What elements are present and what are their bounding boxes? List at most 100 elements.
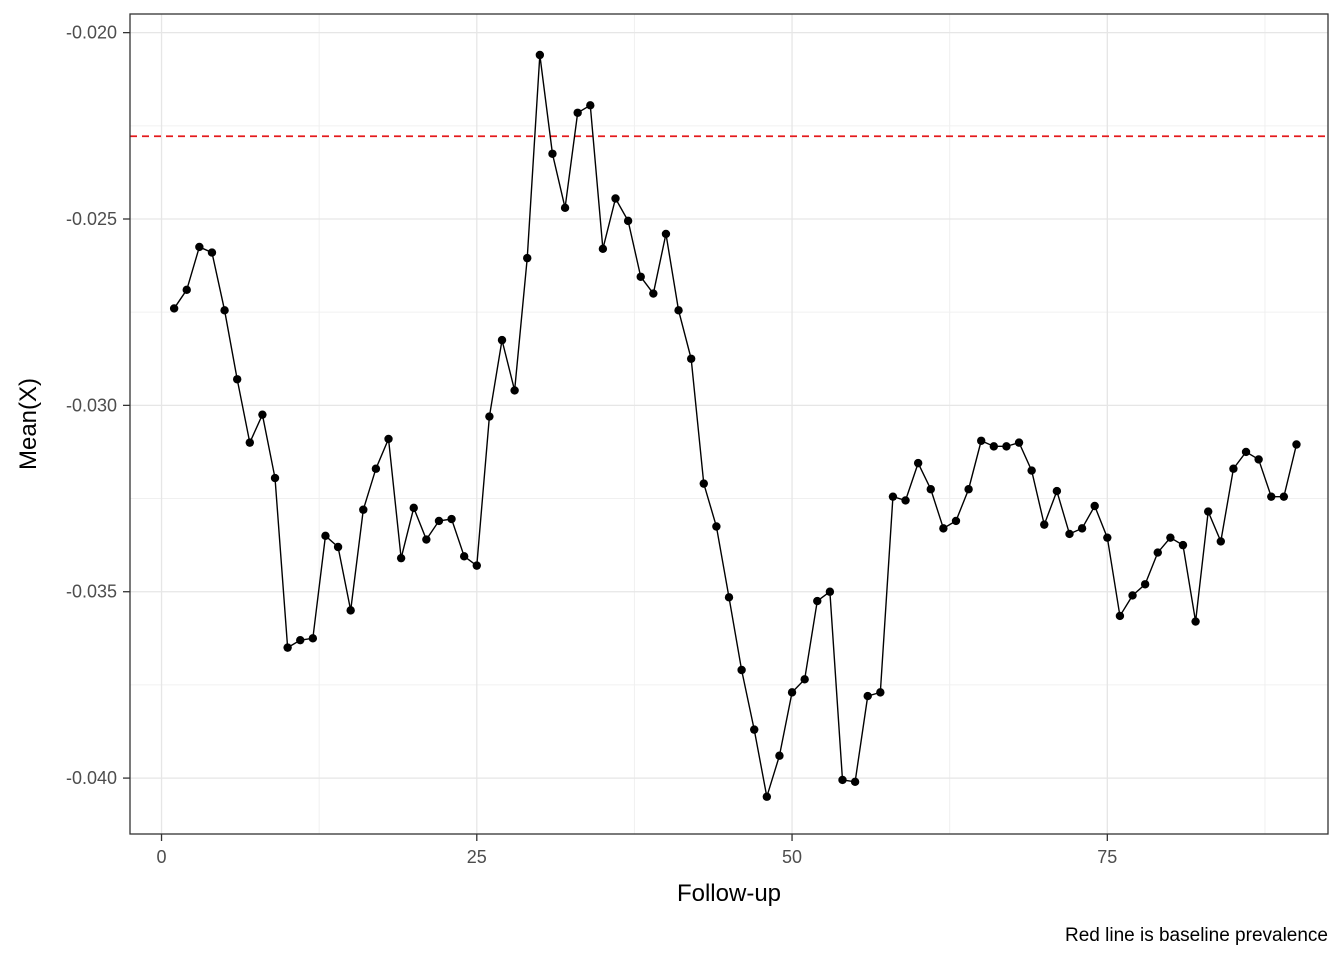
- data-point: [1267, 492, 1276, 501]
- data-point: [1014, 438, 1024, 447]
- data-point: [598, 244, 608, 254]
- data-point: [1077, 524, 1087, 533]
- data-point: [649, 289, 658, 298]
- data-point: [913, 458, 923, 468]
- data-point: [308, 634, 318, 643]
- data-point: [220, 306, 229, 315]
- data-point: [232, 375, 242, 384]
- data-point: [396, 553, 406, 563]
- data-point: [825, 587, 835, 596]
- data-point: [296, 635, 305, 645]
- data-point: [434, 516, 444, 526]
- data-point: [850, 777, 860, 787]
- series-layer: [169, 50, 1301, 801]
- data-point: [876, 688, 885, 697]
- data-point: [283, 643, 292, 652]
- data-point: [775, 751, 784, 760]
- data-point: [523, 253, 532, 263]
- data-point: [497, 335, 507, 345]
- data-point: [472, 561, 481, 570]
- data-point: [346, 606, 355, 615]
- data-point: [800, 675, 809, 684]
- data-point: [422, 535, 431, 544]
- data-point: [548, 149, 557, 158]
- data-point: [459, 552, 469, 561]
- data-point: [964, 485, 973, 494]
- data-point: [510, 386, 519, 395]
- data-point: [1027, 466, 1036, 475]
- data-point: [207, 248, 217, 257]
- data-point: [787, 688, 797, 697]
- data-point: [1065, 529, 1074, 539]
- data-point: [1178, 540, 1188, 550]
- y-tick-label: -0.040: [66, 768, 117, 788]
- data-point: [611, 194, 620, 203]
- data-point: [586, 101, 595, 110]
- data-point: [1292, 440, 1301, 449]
- data-point: [321, 531, 330, 541]
- data-point: [270, 473, 280, 483]
- data-point: [1166, 533, 1175, 542]
- x-tick-label: 75: [1097, 847, 1117, 867]
- y-tick-label: -0.020: [66, 23, 117, 43]
- data-point: [573, 108, 582, 117]
- data-point: [674, 306, 683, 315]
- data-point: [1090, 501, 1099, 511]
- x-tick-label: 0: [157, 847, 167, 867]
- data-point: [939, 524, 948, 533]
- x-axis-title: Follow-up: [677, 880, 781, 907]
- plot-panel-border: [129, 13, 1329, 835]
- data-point: [661, 229, 671, 239]
- data-point: [699, 479, 708, 488]
- data-point: [1052, 486, 1062, 496]
- y-axis: -0.040 -0.035 -0.030 -0.025 -0.020: [66, 23, 130, 788]
- data-point: [409, 503, 418, 513]
- data-point: [560, 203, 570, 213]
- data-point: [1153, 548, 1162, 557]
- data-point: [1103, 533, 1112, 542]
- data-point: [371, 464, 381, 473]
- y-tick-label: -0.035: [66, 582, 117, 602]
- data-point: [623, 216, 633, 226]
- data-point: [384, 434, 393, 444]
- data-point: [712, 522, 721, 531]
- data-point: [535, 50, 545, 60]
- data-point: [838, 775, 847, 785]
- data-point: [901, 496, 910, 505]
- data-point: [1002, 442, 1011, 451]
- data-point: [182, 285, 191, 295]
- series-line: [173, 54, 1298, 797]
- data-point: [258, 410, 267, 419]
- minor-gridlines: [130, 14, 1328, 834]
- data-point: [863, 691, 872, 701]
- data-point: [1191, 617, 1200, 626]
- data-point: [245, 438, 254, 447]
- data-point: [989, 442, 999, 451]
- data-point: [1216, 537, 1226, 546]
- data-point: [977, 436, 986, 445]
- data-point: [195, 242, 204, 252]
- x-axis: 0 25 50 75: [157, 834, 1117, 867]
- data-point: [1204, 507, 1213, 516]
- data-point: [926, 485, 935, 494]
- data-point: [813, 596, 822, 606]
- y-tick-label: -0.030: [66, 395, 117, 415]
- data-point: [724, 593, 734, 602]
- x-tick-label: 50: [782, 847, 802, 867]
- data-point: [333, 542, 343, 552]
- data-point: [359, 505, 368, 514]
- data-point: [636, 272, 645, 281]
- data-point: [1229, 464, 1238, 473]
- data-point: [1241, 447, 1251, 457]
- data-point: [1279, 492, 1289, 501]
- data-point: [762, 792, 772, 801]
- data-point: [951, 516, 961, 526]
- data-point: [169, 304, 179, 313]
- data-point: [447, 514, 456, 524]
- data-point: [1140, 580, 1150, 589]
- data-point: [686, 354, 696, 363]
- data-point: [1254, 455, 1263, 464]
- data-point: [750, 725, 759, 734]
